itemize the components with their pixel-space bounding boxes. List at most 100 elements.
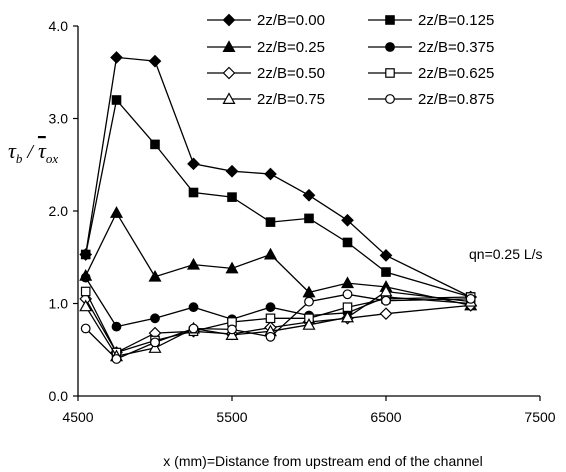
legend-marker — [222, 92, 236, 105]
data-point — [150, 313, 160, 324]
data-point — [79, 299, 93, 312]
y-tick-label: 0.0 — [49, 388, 69, 404]
x-tick-label: 7500 — [524, 409, 555, 425]
data-point — [111, 354, 122, 364]
series-1 — [79, 51, 478, 304]
annotation: qn=0.25 L/s — [469, 246, 543, 262]
data-point — [80, 272, 91, 283]
axes: 0.0 1.0 2.0 3.0 4.0 4500 5500 6500 7500 — [49, 18, 556, 425]
data-point — [381, 295, 391, 306]
legend-entry: 2z/B=0.875 — [368, 91, 494, 108]
x-axis-label: x (mm)=Distance from upstream end of the… — [163, 453, 482, 469]
data-point — [80, 286, 91, 297]
data-point — [302, 188, 316, 202]
series-line — [85, 211, 471, 307]
data-point — [80, 323, 91, 334]
data-point — [148, 54, 162, 68]
data-point — [340, 276, 355, 289]
data-point — [187, 157, 200, 171]
series-line — [85, 277, 471, 328]
series-5 — [79, 292, 478, 359]
legend-label: 2z/B=0.375 — [418, 39, 494, 56]
series-line — [85, 293, 471, 360]
data-point — [379, 307, 393, 321]
legend-entry: 2z/B=0.625 — [368, 65, 494, 82]
series-line — [85, 98, 471, 298]
y-axis-label: τb / τox — [8, 138, 58, 166]
data-point — [225, 261, 239, 274]
data-point — [379, 249, 393, 262]
legend: 2z/B=0.00 2z/B=0.125 2z/B=0.25 2z/B=0.375 2z… — [207, 12, 494, 108]
data-point — [186, 257, 201, 270]
x-tick-label: 5500 — [216, 409, 247, 425]
data-point — [109, 206, 124, 218]
x-tick-label: 4500 — [62, 409, 93, 425]
legend-entry: 2z/B=0.75 — [207, 91, 325, 108]
series-layer — [79, 51, 478, 364]
legend-marker — [385, 42, 395, 52]
data-point — [342, 237, 353, 248]
data-point — [110, 51, 123, 64]
data-point — [381, 267, 391, 277]
series-2 — [80, 95, 476, 302]
legend-label: 2z/B=0.625 — [418, 65, 494, 82]
legend-marker — [385, 94, 395, 104]
data-point — [340, 310, 355, 323]
data-point — [263, 247, 278, 260]
data-point — [111, 321, 122, 332]
series-8 — [80, 289, 476, 364]
series-line — [85, 56, 471, 298]
data-point — [80, 249, 91, 260]
series-line — [85, 290, 471, 357]
legend-entry: 2z/B=0.00 — [207, 12, 325, 29]
data-point — [342, 289, 353, 300]
y-tick-label: 4.0 — [49, 18, 69, 34]
data-point — [265, 217, 276, 227]
data-point — [465, 293, 476, 304]
legend-entry: 2z/B=0.50 — [207, 65, 325, 82]
data-point — [188, 302, 199, 313]
data-point — [227, 324, 237, 335]
series-line — [85, 291, 471, 354]
legend-entry: 2z/B=0.375 — [368, 39, 494, 56]
legend-marker — [222, 66, 236, 80]
data-point — [148, 269, 162, 282]
data-point — [302, 318, 316, 330]
x-tick-label: 6500 — [370, 409, 401, 425]
series-3 — [79, 206, 478, 311]
y-tick-label: 2.0 — [49, 203, 69, 219]
data-point — [265, 313, 276, 324]
legend-label: 2z/B=0.875 — [418, 91, 494, 108]
data-point — [225, 328, 239, 340]
data-point — [304, 296, 314, 307]
data-point — [341, 213, 354, 227]
y-tick-label: 3.0 — [49, 111, 69, 127]
data-point — [265, 331, 276, 342]
legend-label: 2z/B=0.00 — [257, 12, 325, 29]
data-point — [304, 213, 314, 224]
legend-marker — [385, 15, 395, 25]
data-point — [150, 337, 160, 348]
legend-label: 2z/B=0.125 — [418, 12, 494, 29]
data-point — [148, 341, 162, 353]
series-4 — [80, 272, 476, 332]
data-point — [265, 302, 276, 313]
data-point — [227, 192, 237, 202]
data-point — [150, 139, 160, 150]
data-point — [111, 95, 122, 105]
series-line — [85, 298, 471, 354]
legend-label: 2z/B=0.50 — [257, 65, 325, 82]
data-point — [264, 167, 277, 181]
legend-marker — [222, 13, 236, 27]
legend-entry: 2z/B=0.25 — [207, 39, 325, 56]
y-tick-label: 1.0 — [49, 296, 69, 312]
legend-label: 2z/B=0.25 — [257, 39, 325, 56]
legend-entry: 2z/B=0.125 — [368, 12, 494, 29]
data-point — [188, 323, 199, 334]
legend-marker — [385, 68, 395, 78]
data-point — [188, 187, 199, 198]
legend-label: 2z/B=0.75 — [257, 91, 325, 108]
data-point — [342, 302, 353, 312]
legend-marker — [222, 40, 236, 53]
